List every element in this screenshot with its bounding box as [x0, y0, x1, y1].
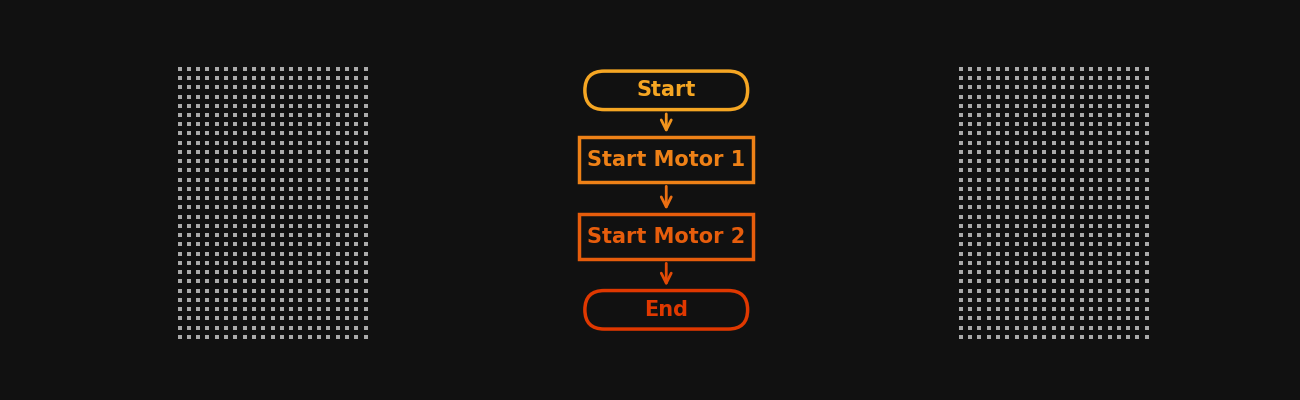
FancyBboxPatch shape [585, 290, 747, 329]
Text: Start: Start [637, 80, 696, 100]
FancyBboxPatch shape [585, 71, 747, 110]
Bar [578, 214, 754, 259]
Text: Start Motor 1: Start Motor 1 [588, 150, 745, 170]
Bar [578, 137, 754, 182]
Text: Start Motor 2: Start Motor 2 [588, 227, 745, 247]
Text: End: End [645, 300, 688, 320]
